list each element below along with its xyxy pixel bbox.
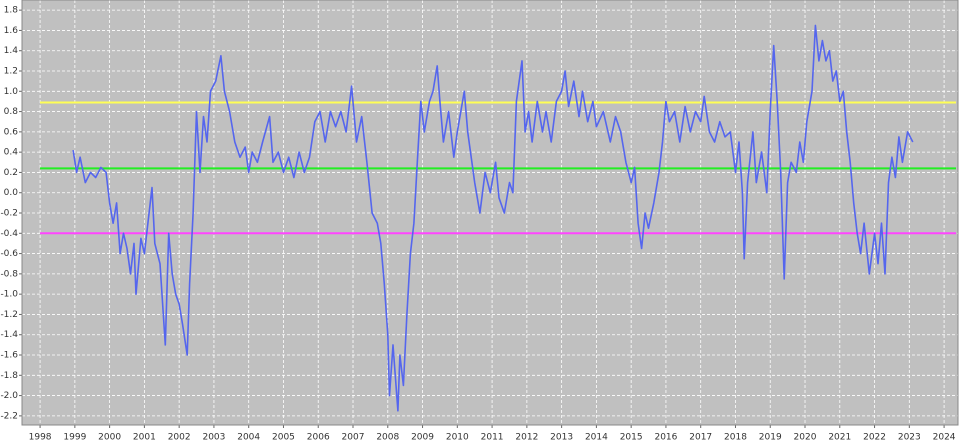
- y-tick-label: 1.8: [4, 6, 19, 16]
- y-tick-label: 0.6: [4, 127, 19, 137]
- x-tick-label: 2001: [133, 433, 156, 442]
- y-tick-label: -2.0: [0, 391, 18, 401]
- x-tick-label: 2007: [342, 433, 365, 442]
- plot-background: [22, 0, 958, 425]
- x-tick-label: 2010: [446, 433, 469, 442]
- y-tick-label: 0.8: [4, 107, 19, 117]
- y-tick-label: -0.8: [0, 269, 18, 279]
- y-tick-label: 1.0: [4, 87, 19, 97]
- y-tick-label: 0.4: [4, 148, 19, 158]
- y-tick-label: -0.6: [0, 249, 18, 259]
- y-tick-label: 1.4: [4, 46, 19, 56]
- x-tick-label: 2018: [724, 433, 747, 442]
- y-tick-label: -1.6: [0, 351, 18, 361]
- x-tick-label: 2002: [168, 433, 191, 442]
- x-tick-label: 2020: [794, 433, 817, 442]
- x-tick-label: 2014: [585, 433, 608, 442]
- x-tick-label: 1999: [63, 433, 86, 442]
- y-tick-label: -0.4: [0, 229, 18, 239]
- plot-border: [21, 0, 959, 426]
- y-tick-label: -1.2: [0, 310, 18, 320]
- y-tick-label: 0.2: [4, 168, 18, 178]
- x-tick-label: 2021: [828, 433, 851, 442]
- x-tick-label: 2022: [863, 433, 886, 442]
- y-tick-label: -1.8: [0, 371, 18, 381]
- x-tick-label: 2004: [237, 433, 260, 442]
- x-tick-label: 2019: [759, 433, 782, 442]
- y-tick-label: 1.6: [4, 26, 19, 36]
- y-tick-label: -0.2: [0, 209, 18, 219]
- x-tick-label: 2009: [411, 433, 434, 442]
- y-tick-label: -1.4: [0, 330, 18, 340]
- y-tick-label: 0.0: [4, 188, 19, 198]
- x-tick-label: 2017: [689, 433, 712, 442]
- x-tick-label: 1998: [29, 433, 52, 442]
- data-line: [72, 24, 914, 412]
- x-tick-label: 2006: [307, 433, 330, 442]
- x-tick-label: 2008: [376, 433, 399, 442]
- x-tick-label: 2005: [272, 433, 295, 442]
- x-tick-label: 2016: [654, 433, 677, 442]
- x-tick-label: 2000: [98, 433, 121, 442]
- x-tick-label: 2012: [515, 433, 538, 442]
- y-tick-label: 1.2: [4, 67, 18, 77]
- x-tick-label: 2011: [481, 433, 504, 442]
- y-tick-label: -2.2: [0, 411, 18, 421]
- x-tick-label: 2015: [620, 433, 643, 442]
- x-tick-label: 2024: [933, 433, 956, 442]
- x-tick-label: 2013: [550, 433, 573, 442]
- x-tick-label: 2003: [202, 433, 225, 442]
- x-tick-label: 2023: [898, 433, 921, 442]
- y-tick-label: -1.0: [0, 290, 18, 300]
